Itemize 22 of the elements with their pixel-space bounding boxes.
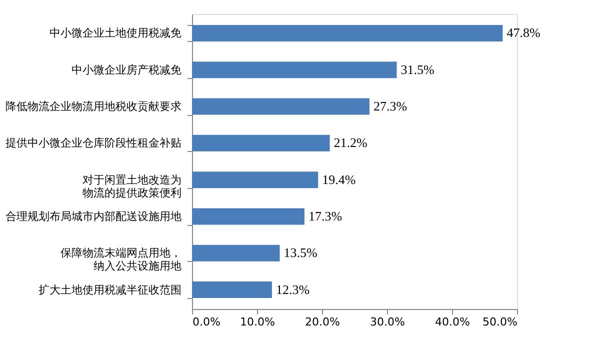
x-tick-label: 10.0% <box>240 316 275 328</box>
y-tick-label: 合理规划布局城市内部配送设施用地 <box>6 210 182 223</box>
y-tick-label: 扩大土地使用税减半征收范围 <box>38 283 182 296</box>
y-tick-label: 保障物流末端网点用地，纳入公共设施用地 <box>60 246 182 273</box>
x-tick-label: 40.0% <box>435 316 470 328</box>
data-label: 27.3% <box>373 98 408 114</box>
y-tick-label: 中小微企业土地使用税减免 <box>50 26 182 40</box>
data-label: 12.3% <box>276 282 310 297</box>
y-tick-label: 提供中小微企业仓库阶段性租金补贴 <box>6 136 182 150</box>
data-label: 47.8% <box>506 25 540 40</box>
data-label: 31.5% <box>400 62 434 77</box>
data-label: 19.4% <box>322 172 356 187</box>
x-tick-label: 0.0% <box>192 316 220 328</box>
data-label: 13.5% <box>284 245 318 260</box>
y-tick-label: 中小微企业房产税减免 <box>72 63 182 76</box>
y-tick-label: 对于闲置土地改造为物流的提供政策便利 <box>82 173 182 200</box>
x-tick-label: 20.0% <box>305 316 340 328</box>
x-tick-label: 30.0% <box>370 316 405 328</box>
data-label: 21.2% <box>334 135 368 150</box>
y-tick-label: 降低物流企业物流用地税收贡献要求 <box>6 100 182 114</box>
data-label: 17.3% <box>308 208 342 224</box>
x-tick-label: 50.0% <box>482 316 518 328</box>
